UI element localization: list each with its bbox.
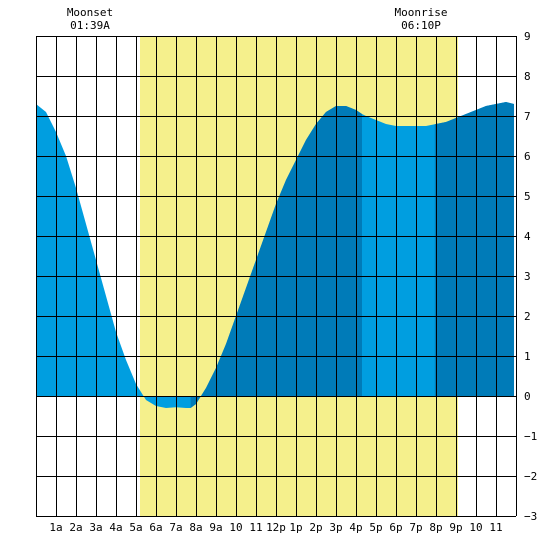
y-tick-label: 3: [524, 270, 531, 283]
x-tick-label: 2a: [69, 521, 82, 534]
x-tick-label: 3a: [89, 521, 102, 534]
x-tick-label: 5p: [369, 521, 382, 534]
x-tick-label: 7p: [409, 521, 422, 534]
x-tick-label: 4p: [349, 521, 362, 534]
x-tick-label: 11: [249, 521, 262, 534]
moonrise-annotation: Moonrise 06:10P: [383, 6, 459, 32]
moonset-time: 01:39A: [70, 19, 110, 32]
y-tick-label: 8: [524, 70, 531, 83]
y-tick-label: −3: [524, 510, 537, 523]
y-tick-label: −1: [524, 430, 537, 443]
moonrise-time: 06:10P: [401, 19, 441, 32]
y-tick-label: 1: [524, 350, 531, 363]
y-tick-label: 5: [524, 190, 531, 203]
x-tick-label: 4a: [109, 521, 122, 534]
y-tick-label: 4: [524, 230, 531, 243]
x-tick-label: 11: [489, 521, 502, 534]
x-tick-label: 1p: [289, 521, 302, 534]
grid-layer: [36, 36, 517, 517]
x-tick-labels: 1a 2a 3a 4a 5a 6a 7a 8a 9a 10 11 12p 1p 2p 3p 4p 5p 6p 7p 8…: [49, 521, 502, 534]
x-tick-label: 1a: [49, 521, 62, 534]
x-tick-label: 12p: [266, 521, 286, 534]
moonset-annotation: Moonset 01:39A: [60, 6, 120, 32]
x-tick-label: 5a: [129, 521, 142, 534]
moonset-label: Moonset: [66, 6, 114, 19]
x-tick-label: 7a: [169, 521, 182, 534]
x-tick-label: 6a: [149, 521, 162, 534]
x-tick-label: 8p: [429, 521, 442, 534]
x-tick-label: 2p: [309, 521, 322, 534]
moonrise-label: Moonrise: [394, 6, 448, 19]
x-tick-label: 9a: [209, 521, 222, 534]
x-tick-label: 6p: [389, 521, 402, 534]
y-tick-label: −2: [524, 470, 537, 483]
y-tick-label: 0: [524, 390, 531, 403]
y-tick-labels: 9 8 7 6 5 4 3 2 1 0 −1 −2 −3: [524, 30, 537, 523]
x-tick-label: 10: [229, 521, 242, 534]
y-tick-label: 7: [524, 110, 531, 123]
x-tick-label: 8a: [189, 521, 202, 534]
y-tick-label: 2: [524, 310, 531, 323]
x-tick-label: 10: [469, 521, 482, 534]
x-tick-label: 9p: [449, 521, 462, 534]
y-tick-label: 6: [524, 150, 531, 163]
x-tick-label: 3p: [329, 521, 342, 534]
y-tick-label: 9: [524, 30, 531, 43]
